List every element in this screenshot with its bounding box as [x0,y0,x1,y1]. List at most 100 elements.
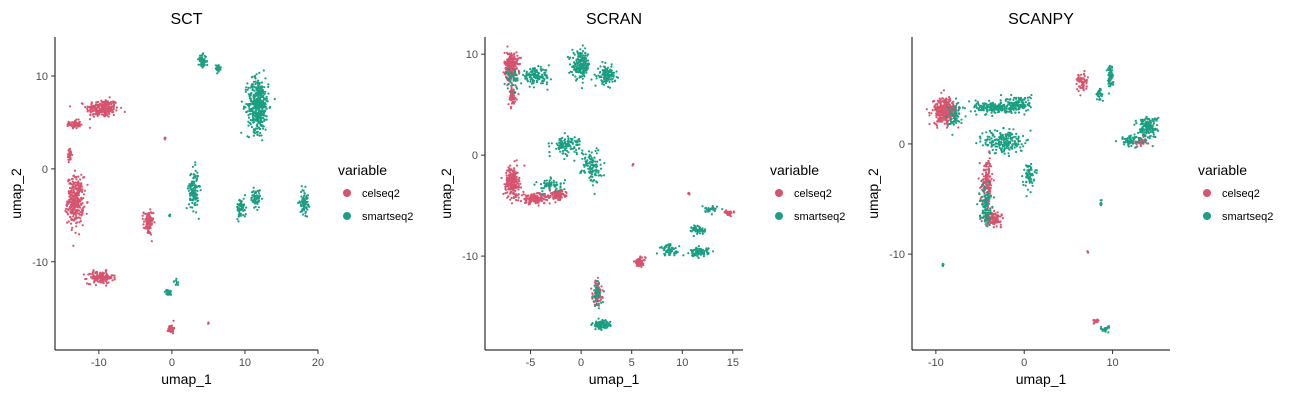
data-point [1085,85,1088,88]
data-point [254,94,257,97]
data-point [579,66,582,69]
data-point [241,206,244,209]
data-point [189,192,192,195]
data-point [188,183,191,186]
data-point [512,189,516,192]
data-point [247,136,251,139]
data-point [189,206,192,209]
data-point [593,296,596,299]
data-point [949,99,952,102]
data-point [72,244,75,247]
x-tick-label: -5 [526,357,536,369]
data-point [1086,76,1089,79]
data-point [514,67,518,70]
data-point [575,153,579,156]
data-point [579,56,582,59]
data-point [192,187,195,190]
data-point [578,143,581,146]
data-point [106,113,109,116]
data-point [984,223,987,226]
data-point [263,97,266,100]
data-point [600,301,603,304]
data-point [252,186,255,189]
data-point [67,149,70,152]
data-point [517,188,520,191]
data-point [594,84,597,87]
data-point [603,76,606,79]
data-point [242,203,246,206]
data-point [581,157,584,160]
data-point [64,209,67,212]
data-point [518,176,521,179]
data-point [940,120,943,123]
data-point [565,143,568,146]
data-point [640,265,643,268]
data-point [632,162,635,166]
data-point [254,201,257,204]
data-point [698,249,701,252]
data-point [687,252,690,255]
data-point [74,124,77,128]
data-point [595,166,598,169]
data-point [506,181,509,184]
data-point [260,81,263,84]
data-point [80,197,83,200]
data-point [75,118,78,121]
points-layer [925,64,1160,334]
data-point [963,107,967,110]
data-point [516,54,519,57]
data-point [590,151,593,154]
data-point [992,108,995,111]
data-point [74,231,77,234]
data-point [701,232,705,235]
data-point [531,78,534,82]
data-point [510,180,513,183]
data-point [509,164,512,167]
data-point [259,121,262,125]
data-point [256,90,259,93]
data-point [986,205,989,208]
data-point [252,119,255,122]
data-point [74,203,77,206]
data-point [259,99,262,102]
data-point [261,88,264,92]
data-point [90,105,93,108]
data-point [692,227,696,230]
data-point [544,71,547,74]
data-point [984,177,988,180]
data-point [163,290,166,293]
data-point [560,143,564,146]
data-point [506,59,509,62]
legend-label-celseq2: celseq2 [362,188,400,200]
data-point [670,248,673,252]
data-point [517,92,520,96]
data-point [506,179,509,182]
x-tick-label: 0 [578,357,584,369]
data-point [115,106,119,109]
data-point [595,321,599,324]
data-point [246,82,249,85]
data-point [580,71,584,74]
data-point [675,250,678,253]
data-point [95,106,98,109]
data-point [541,79,544,83]
data-point [985,107,988,110]
data-point [593,156,596,159]
data-point [606,66,610,69]
data-point [163,137,166,140]
data-point [601,60,604,64]
data-point [192,181,195,184]
data-point [97,275,100,278]
data-point [70,123,73,126]
data-point [519,200,523,203]
data-point [574,75,577,78]
data-point [514,91,517,94]
chart-title: SCANPY [1008,11,1074,28]
data-point [542,192,546,195]
data-point [300,185,303,188]
data-point [253,196,256,199]
data-point [1092,322,1095,325]
data-point [665,249,668,253]
data-point [942,89,946,92]
data-point [302,194,306,197]
